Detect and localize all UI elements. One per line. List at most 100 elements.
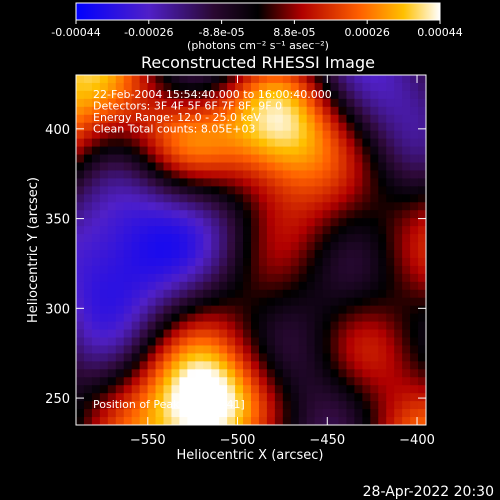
heatmap-cell [163,114,173,124]
heatmap-cell [147,82,157,92]
heatmap-cell [107,194,117,203]
heatmap-cell [99,257,109,267]
heatmap-cell [76,242,85,251]
heatmap-cell [298,106,308,116]
heatmap-cell [187,130,196,140]
heatmap-cell [131,154,141,164]
heatmap-cell [243,178,252,187]
heatmap-cell [235,90,244,100]
heatmap-cell [370,106,379,116]
heatmap-cell [338,202,348,211]
heatmap-cell [418,401,426,410]
heatmap-cell [139,297,149,307]
heatmap-cell [171,170,181,180]
heatmap-cell [330,194,340,203]
heatmap-cell [322,353,332,362]
heatmap-cell [123,385,133,394]
chart-title: Reconstructed RHESSI Image [141,53,375,72]
heatmap-cell [418,170,426,180]
heatmap-cell [83,202,93,211]
colorbar [75,2,441,21]
heatmap-cell [251,305,260,315]
heatmap-cell [115,377,125,386]
heatmap-cell [131,75,141,84]
heatmap-cell [227,194,236,203]
heatmap-cell [338,345,348,355]
heatmap-cell [266,194,276,203]
heatmap-cell [306,321,316,331]
heatmap-cell [290,417,300,425]
heatmap-cell [195,329,204,339]
heatmap-cell [83,289,93,299]
heatmap-cell [107,178,117,187]
heatmap-cell [243,122,252,132]
heatmap-cell [107,281,117,291]
heatmap-cell [394,186,403,195]
heatmap-cell [147,162,157,172]
heatmap-cell [266,210,276,219]
heatmap-cell [219,98,228,108]
heatmap-cell [115,369,125,378]
heatmap-cell [76,321,85,331]
heatmap-cell [195,90,204,100]
heatmap-cell [83,186,93,195]
heatmap-cell [410,154,419,164]
heatmap-cell [346,218,356,227]
heatmap-cell [235,337,244,347]
heatmap-cell [123,154,133,164]
heatmap-cell [314,377,324,386]
heatmap-cell [251,218,260,227]
heatmap-cell [274,321,284,331]
heatmap-cell [314,297,324,307]
heatmap-cell [139,242,149,251]
heatmap-cell [251,329,260,339]
heatmap-cell [227,361,236,370]
heatmap-cell [298,114,308,124]
heatmap-cell [346,138,356,148]
heatmap-cell [330,210,340,219]
heatmap-cell [83,234,93,243]
heatmap-cell [274,210,284,219]
heatmap-cell [179,297,188,307]
heatmap-cell [338,146,348,156]
heatmap-cell [402,210,411,219]
heatmap-cell [163,90,173,100]
heatmap-cell [147,321,157,331]
heatmap-cell [378,178,387,187]
heatmap-cell [266,250,276,259]
heatmap-cell [354,377,363,386]
heatmap-cell [290,186,300,195]
heatmap-cell [394,218,403,227]
heatmap-cell [338,313,348,323]
heatmap-cell [179,345,188,355]
heatmap-cell [76,273,85,283]
heatmap-cell [179,98,188,108]
heatmap-cell [163,122,173,132]
heatmap-cell [243,194,252,203]
heatmap-cell [227,409,236,418]
heatmap-cell [163,194,173,203]
heatmap-cell [155,345,165,355]
heatmap-cell [354,114,363,124]
heatmap-cell [219,146,228,156]
heatmap-cell [394,353,403,362]
heatmap-cell [378,250,387,259]
plot-frame [75,74,427,426]
heatmap-cell [322,305,332,315]
heatmap-cell [219,226,228,235]
heatmap-cell [123,417,133,425]
heatmap-cell [402,329,411,339]
heatmap-cell [227,377,236,386]
heatmap-cell [346,345,356,355]
heatmap-cell [171,345,181,355]
heatmap-cell [338,170,348,180]
heatmap-cell [195,250,204,259]
heatmap-cell [91,90,101,100]
heatmap-cell [394,114,403,124]
heatmap-cell [410,345,419,355]
heatmap-cell [163,234,173,243]
heatmap-cell [243,329,252,339]
heatmap-cell [346,178,356,187]
heatmap-cell [298,250,308,259]
heatmap-cell [251,178,260,187]
